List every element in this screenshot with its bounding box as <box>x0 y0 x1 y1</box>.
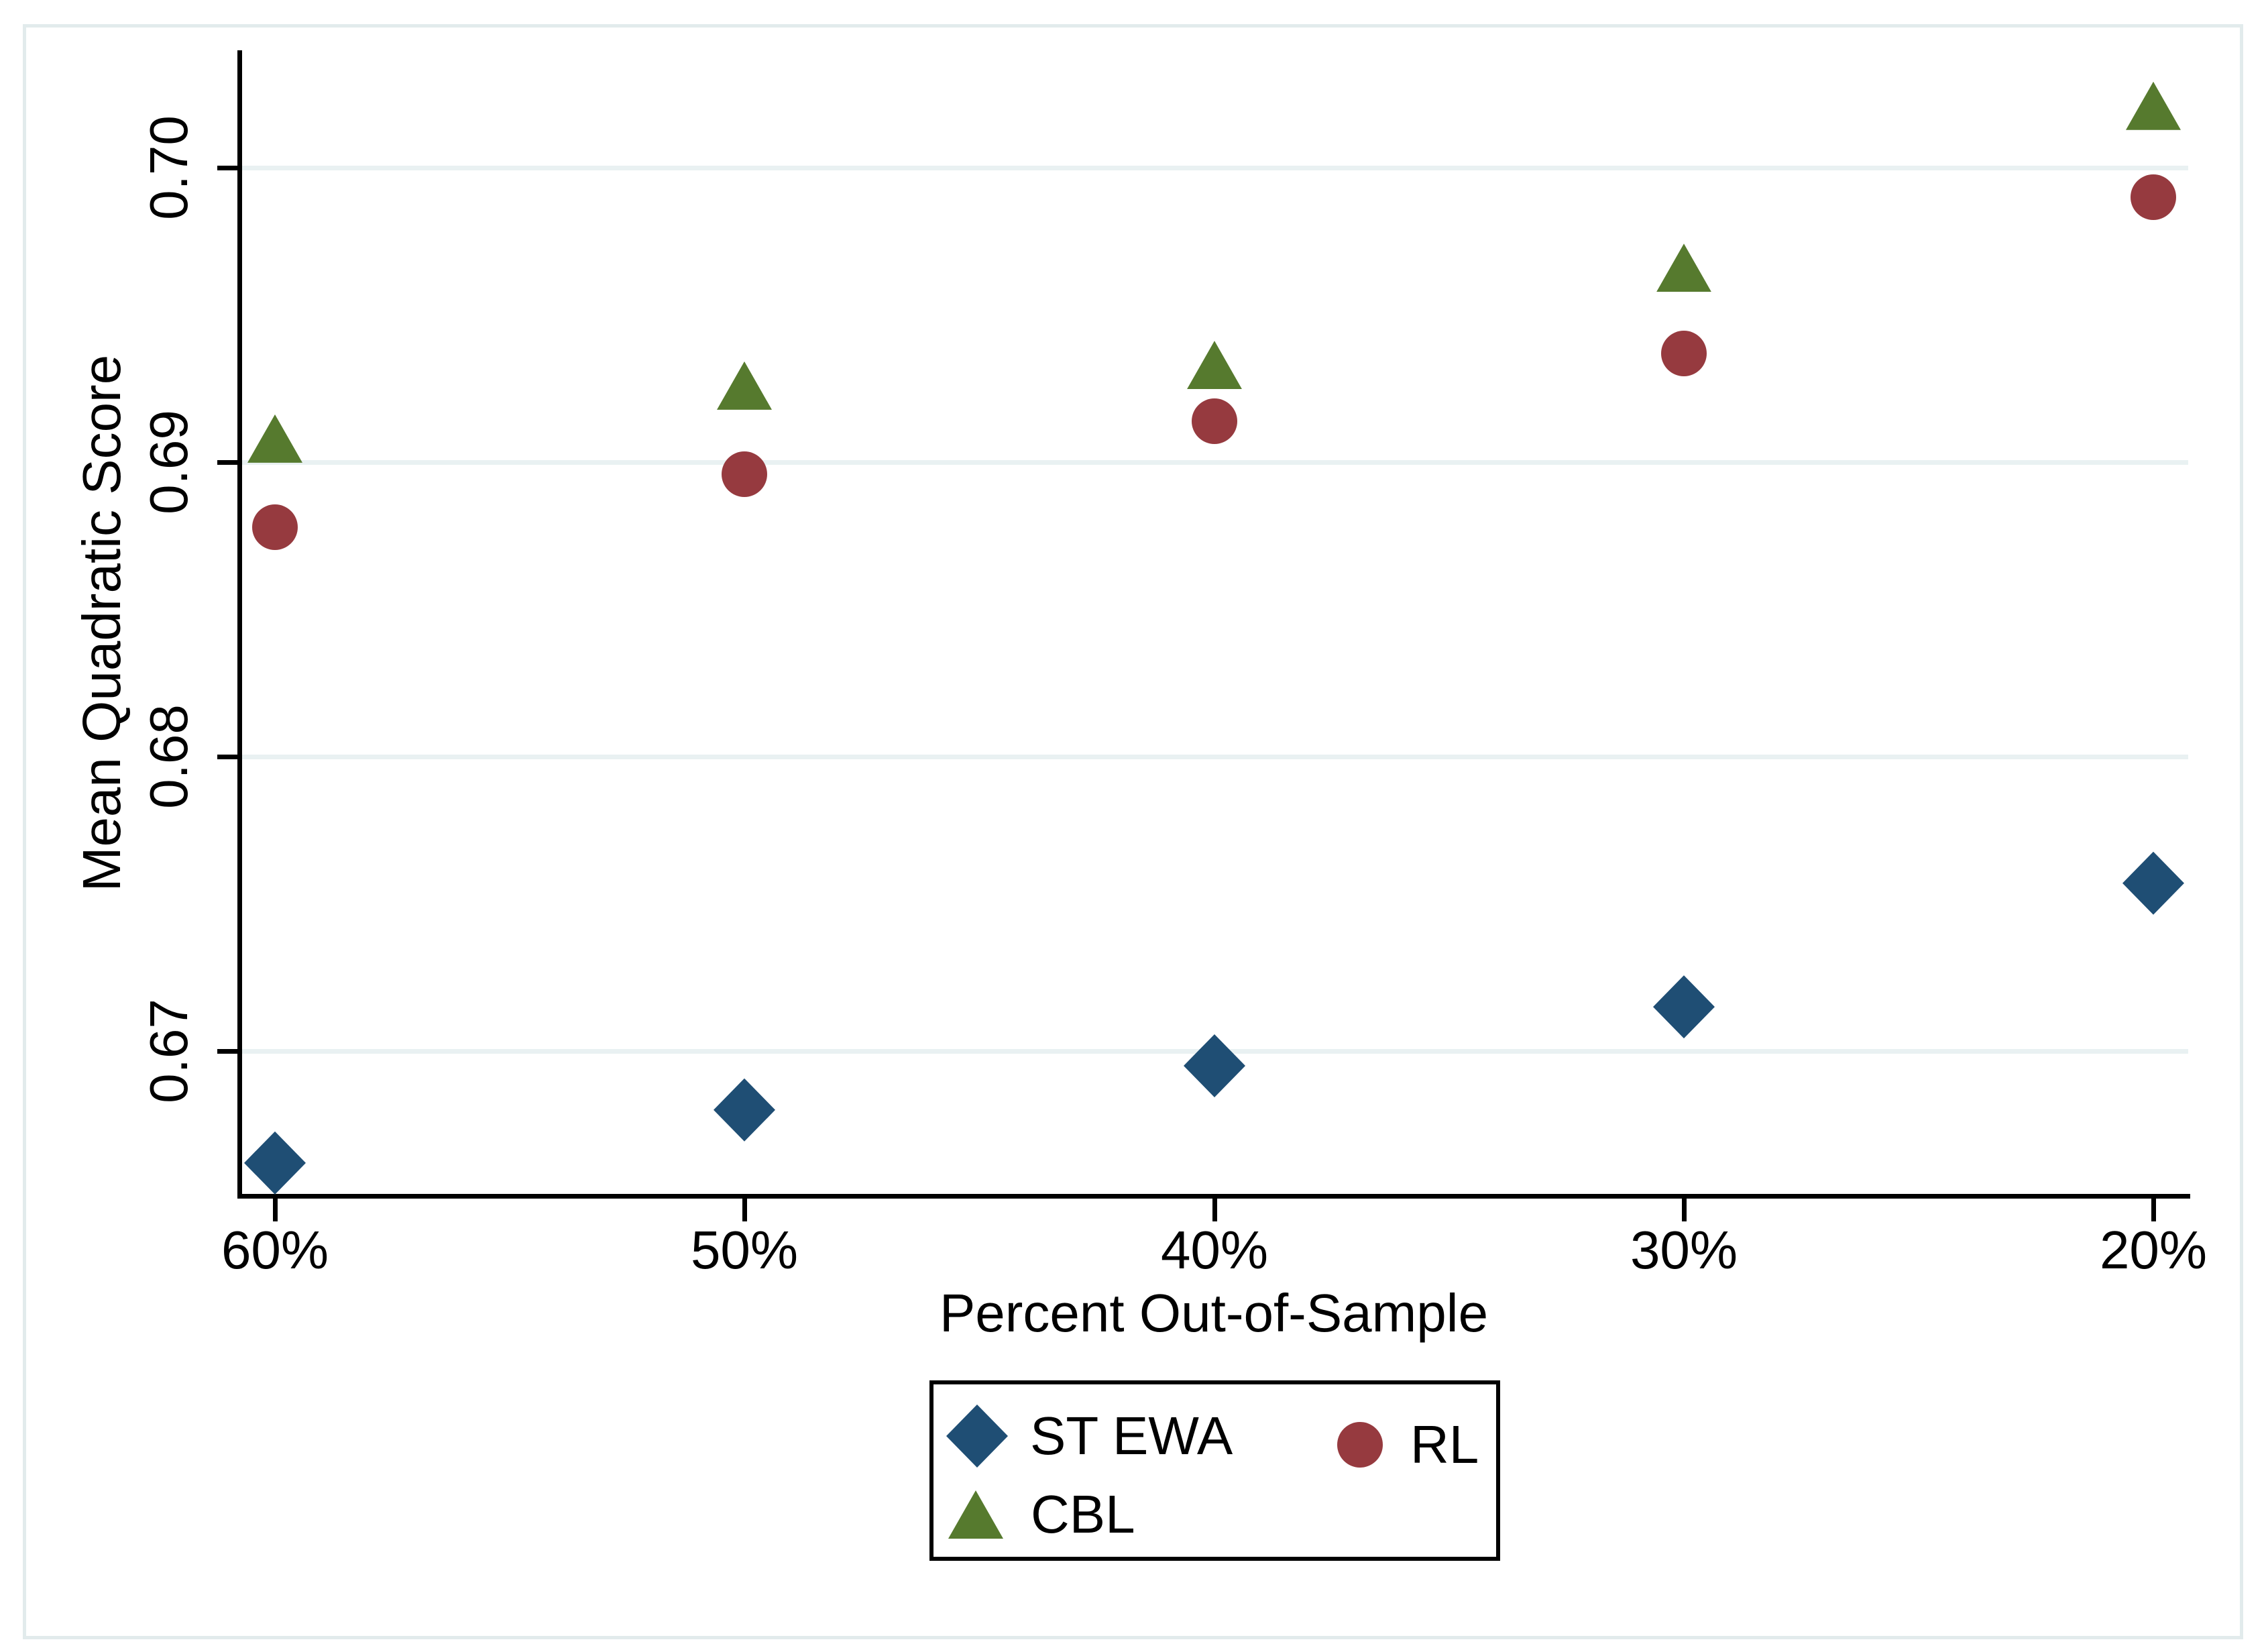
legend-label-rl: RL <box>1410 1415 1479 1474</box>
marker-rl-30- <box>1661 330 1707 376</box>
y-tick <box>217 166 239 170</box>
legend-item-st-ewa: ST EWA <box>946 1405 1233 1468</box>
x-tick <box>742 1199 747 1221</box>
x-tick <box>1212 1199 1217 1221</box>
figure-border <box>23 24 2243 1639</box>
gridline-0-68 <box>242 755 2188 759</box>
y-axis-line <box>237 50 242 1199</box>
y-axis-title: Mean Quadratic Score <box>72 354 131 892</box>
x-tick <box>2151 1199 2156 1221</box>
x-axis-line <box>237 1194 2190 1199</box>
x-tick-label-20-: 20% <box>2099 1220 2208 1280</box>
x-tick <box>1682 1199 1687 1221</box>
legend-label-cbl: CBL <box>1031 1484 1135 1544</box>
y-tick-label-0-69: 0.69 <box>139 410 199 514</box>
x-tick-label-30-: 30% <box>1630 1220 1738 1280</box>
legend: ST EWA RL CBL <box>929 1380 1500 1561</box>
legend-item-rl: RL <box>1337 1413 1479 1476</box>
marker-rl-20- <box>2131 174 2176 220</box>
x-tick-label-50-: 50% <box>690 1220 799 1280</box>
marker-rl-60- <box>252 504 298 550</box>
marker-rl-40- <box>1192 398 1237 444</box>
y-tick-label-0-70: 0.70 <box>139 115 199 220</box>
legend-item-cbl: CBL <box>948 1483 1135 1546</box>
circle-marker-icon <box>1337 1422 1383 1468</box>
legend-label-st-ewa: ST EWA <box>1030 1406 1233 1466</box>
y-tick <box>217 755 239 759</box>
y-tick <box>217 1049 239 1054</box>
gridline-0-69 <box>242 460 2188 465</box>
y-tick-label-0-68: 0.68 <box>139 704 199 809</box>
x-tick-label-40-: 40% <box>1160 1220 1269 1280</box>
gridline-0-70 <box>242 166 2188 170</box>
x-axis-title: Percent Out-of-Sample <box>939 1283 1489 1343</box>
y-tick <box>217 460 239 465</box>
diamond-marker-icon <box>946 1405 1008 1468</box>
x-tick <box>273 1199 278 1221</box>
y-tick-label-0-67: 0.67 <box>139 999 199 1103</box>
triangle-marker-icon <box>948 1490 1003 1539</box>
x-tick-label-60-: 60% <box>221 1220 329 1280</box>
marker-rl-50- <box>722 451 767 497</box>
